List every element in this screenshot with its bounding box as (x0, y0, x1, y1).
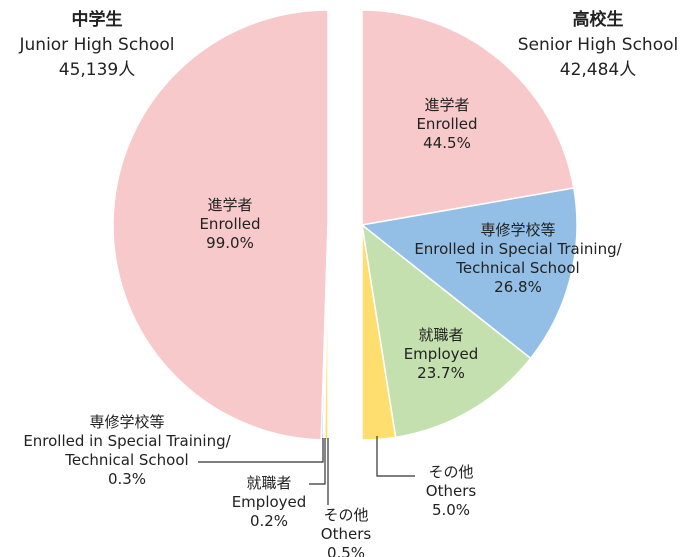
slice-value: 99.0% (206, 234, 254, 252)
leader-line (309, 438, 326, 485)
leader-line (198, 438, 324, 463)
slice-label-en: Employed (232, 493, 307, 511)
slice-label-ja: 専修学校等 (480, 221, 555, 239)
slice-value: 0.3% (108, 470, 146, 488)
slice-value: 23.7% (417, 364, 465, 382)
pie-slice (360, 223, 532, 439)
slice-value: 0.5% (327, 544, 365, 557)
pie-total: 42,484人 (560, 60, 636, 80)
slice-label-en: Others (321, 525, 372, 543)
leader-line (376, 436, 415, 477)
slice-label-ja: 就職者 (418, 326, 463, 344)
pie-slice (361, 224, 397, 441)
slice-label-ja: 進学者 (207, 196, 252, 214)
pie-title: 高校生 (573, 9, 624, 30)
slice-label-en: Enrolled in Special Training/Technical S… (23, 432, 231, 469)
slice-label-ja: その他 (323, 506, 368, 524)
slice-label-en: Enrolled (199, 215, 260, 233)
pie-total: 45,139人 (59, 60, 135, 80)
slice-label-en: Employed (404, 345, 479, 363)
pie-slice (361, 9, 575, 226)
pie-subtitle: Senior High School (518, 35, 678, 55)
slice-label-ja: 専修学校等 (89, 413, 164, 431)
pie-subtitle: Junior High School (19, 35, 175, 55)
slice-label-en: Enrolled (416, 115, 477, 133)
slice-label-ja: 就職者 (246, 474, 291, 492)
slice-value: 26.8% (494, 278, 542, 296)
slice-label-ja: 進学者 (424, 96, 469, 114)
slice-value: 0.2% (250, 512, 288, 530)
pie-slice (112, 9, 329, 441)
pie-slice (360, 187, 578, 360)
slice-label-en: Enrolled in Special Training/Technical S… (414, 240, 622, 277)
slice-label-ja: その他 (428, 463, 473, 481)
slice-value: 44.5% (423, 134, 471, 152)
slice-label-en: Others (426, 482, 477, 500)
slice-value: 5.0% (432, 501, 470, 519)
pie-title: 中学生 (72, 9, 123, 30)
